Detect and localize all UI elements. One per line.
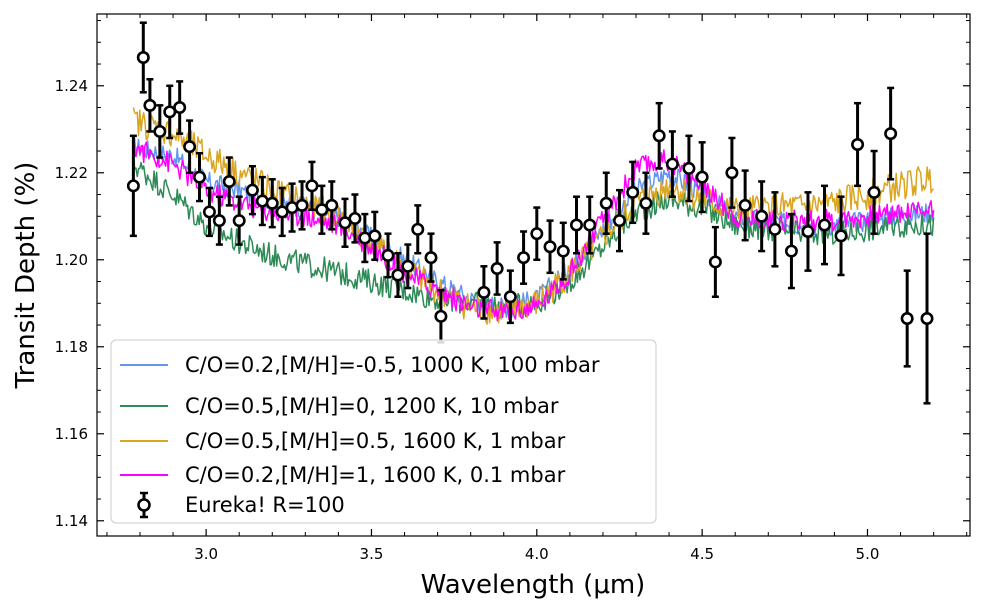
legend-box — [110, 339, 657, 524]
data-point — [817, 184, 831, 266]
data-point — [285, 182, 299, 233]
legend-label-1: C/O=0.2,[M/H]=-0.5, 1000 K, 100 mbar — [185, 353, 600, 377]
y-axis-label: Transit Depth (%) — [11, 162, 41, 390]
series-layer — [132, 107, 935, 325]
major-ticks — [97, 14, 970, 536]
data-point — [348, 193, 362, 244]
errorbar-layer — [126, 21, 934, 405]
data-point — [136, 21, 150, 94]
data-point — [755, 180, 769, 253]
data-point — [665, 130, 679, 198]
data-point — [232, 195, 246, 246]
data-point — [163, 84, 177, 140]
data-point — [517, 230, 531, 285]
data-point — [368, 210, 382, 262]
data-point — [183, 119, 197, 175]
data-point — [652, 101, 666, 170]
series-line-3 — [132, 107, 934, 325]
data-point — [173, 80, 187, 135]
legend-label-2: C/O=0.5,[M/H]=0, 1200 K, 10 mbar — [185, 394, 559, 418]
data-point — [401, 243, 415, 290]
data-point — [381, 232, 395, 279]
data-point — [222, 156, 236, 207]
data-point — [503, 269, 517, 325]
legend-marker-errorbar — [137, 491, 151, 519]
data-point — [851, 101, 865, 188]
data-point — [867, 149, 881, 235]
data-point — [530, 206, 544, 262]
data-point — [639, 171, 653, 235]
data-point — [900, 269, 914, 368]
data-point — [305, 160, 319, 211]
data-point — [725, 136, 739, 209]
y-tick-label: 1.14 — [55, 512, 88, 530]
data-point — [695, 141, 709, 214]
y-tick-label: 1.18 — [55, 338, 88, 356]
legend-label-3: C/O=0.5,[M/H]=0.5, 1600 K, 1 mbar — [185, 429, 566, 453]
data-point — [708, 225, 722, 298]
data-point — [477, 265, 491, 320]
x-tick-label: 3.5 — [360, 545, 384, 563]
y-tick-label: 1.20 — [55, 251, 88, 269]
data-point — [126, 134, 140, 238]
data-point — [411, 204, 425, 255]
data-point — [583, 195, 597, 255]
legend-label-errorbar: Eureka! R=100 — [185, 493, 345, 517]
data-point — [556, 221, 570, 281]
x-axis-label: Wavelength (μm) — [421, 570, 646, 600]
data-point — [626, 160, 640, 225]
minor-ticks — [97, 14, 970, 536]
x-tick-label: 4.5 — [690, 545, 714, 563]
legend-label-4: C/O=0.2,[M/H]=1, 1600 K, 0.1 mbar — [185, 463, 566, 487]
data-point — [143, 78, 157, 133]
data-point — [884, 86, 898, 181]
data-point — [245, 165, 259, 216]
data-point — [920, 232, 934, 405]
y-tick-label: 1.22 — [55, 164, 88, 182]
data-point — [543, 219, 557, 275]
data-point — [612, 188, 626, 253]
data-point — [212, 195, 226, 246]
data-point — [768, 191, 782, 268]
series-line-4 — [132, 135, 935, 322]
x-tick-label: 5.0 — [856, 545, 880, 563]
x-tick-labels: 3.0 3.5 4.0 4.5 5.0 — [194, 545, 879, 563]
data-point — [153, 104, 167, 159]
data-point — [490, 241, 504, 296]
data-point — [265, 178, 279, 229]
y-tick-labels: 1.14 1.16 1.18 1.20 1.22 1.24 — [55, 77, 88, 530]
data-point — [391, 252, 405, 298]
x-tick-label: 3.0 — [194, 545, 218, 563]
data-point — [801, 191, 815, 272]
y-tick-label: 1.24 — [55, 77, 88, 95]
data-point — [424, 232, 438, 283]
data-point — [682, 134, 696, 203]
data-point — [325, 180, 339, 231]
data-point — [202, 186, 216, 238]
y-tick-label: 1.16 — [55, 425, 88, 443]
data-point — [569, 195, 583, 255]
legend: C/O=0.2,[M/H]=-0.5, 1000 K, 100 mbar C/O=… — [110, 339, 657, 524]
data-point — [599, 171, 613, 235]
data-point — [295, 180, 309, 231]
data-point — [738, 169, 752, 242]
x-tick-label: 4.0 — [525, 545, 549, 563]
plot-frame — [96, 13, 971, 537]
data-point — [193, 151, 207, 203]
data-point — [784, 212, 798, 290]
data-point — [834, 195, 848, 277]
